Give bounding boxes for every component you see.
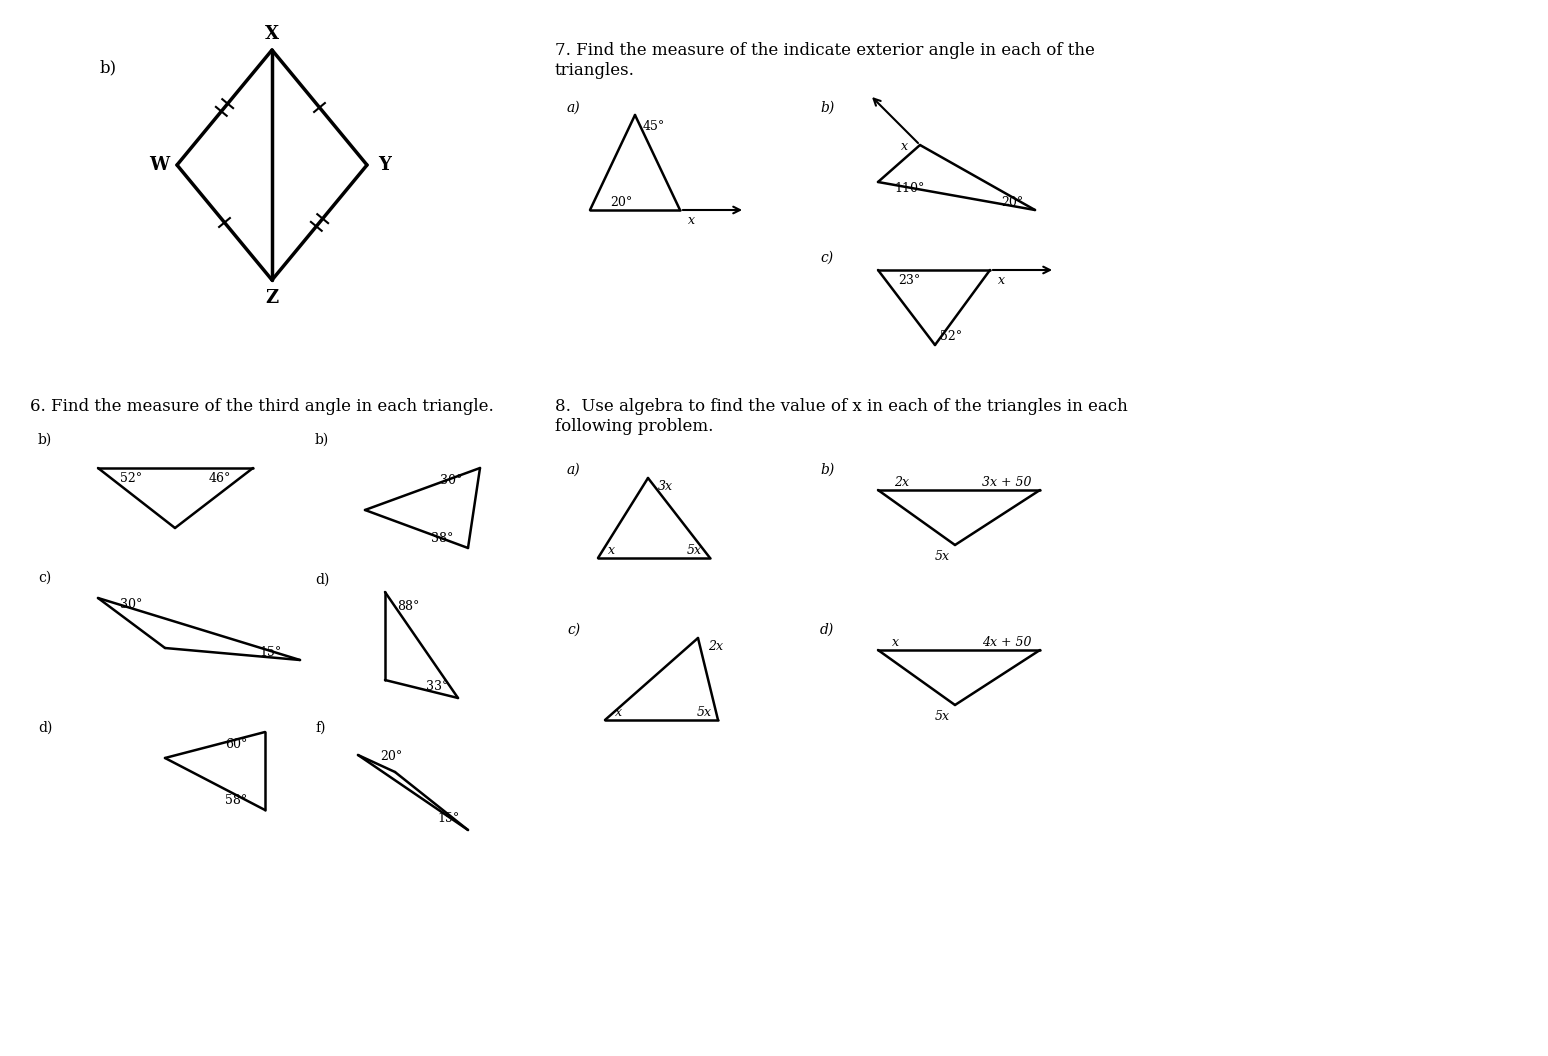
Text: 88°: 88° — [396, 600, 420, 612]
Text: a): a) — [567, 101, 580, 115]
Text: 15°: 15° — [260, 645, 282, 659]
Text: 46°: 46° — [209, 471, 231, 485]
Text: f): f) — [314, 721, 325, 735]
Text: d): d) — [39, 721, 53, 735]
Text: 4x + 50: 4x + 50 — [983, 636, 1033, 648]
Text: x: x — [615, 705, 622, 718]
Text: 2x: 2x — [895, 475, 909, 489]
Text: x: x — [892, 636, 899, 648]
Text: X: X — [265, 25, 279, 43]
Text: Z: Z — [265, 289, 279, 307]
Text: 23°: 23° — [898, 274, 920, 286]
Text: 45°: 45° — [642, 120, 666, 133]
Text: b): b) — [820, 101, 834, 115]
Text: 52°: 52° — [940, 331, 963, 343]
Text: 20°: 20° — [610, 195, 632, 208]
Text: 33°: 33° — [426, 679, 447, 693]
Text: 110°: 110° — [895, 182, 924, 194]
Text: 60°: 60° — [224, 737, 248, 751]
Text: 8.  Use algebra to find the value of x in each of the triangles in each
followin: 8. Use algebra to find the value of x in… — [556, 398, 1128, 435]
Text: x: x — [687, 213, 695, 226]
Text: 3x + 50: 3x + 50 — [983, 475, 1033, 489]
Text: 2x: 2x — [707, 640, 723, 653]
Text: 58°: 58° — [224, 793, 248, 807]
Text: c): c) — [820, 251, 833, 265]
Text: c): c) — [39, 571, 51, 585]
Text: 5x: 5x — [935, 550, 950, 564]
Text: 20°: 20° — [1000, 195, 1023, 208]
Text: 20°: 20° — [379, 751, 402, 763]
Text: 7. Find the measure of the indicate exterior angle in each of the
triangles.: 7. Find the measure of the indicate exte… — [556, 42, 1094, 78]
Text: 15°: 15° — [438, 811, 460, 825]
Text: 5x: 5x — [697, 705, 712, 718]
Text: 6. Find the measure of the third angle in each triangle.: 6. Find the measure of the third angle i… — [29, 398, 494, 415]
Text: W: W — [149, 156, 169, 174]
Text: 30°: 30° — [121, 598, 142, 610]
Text: 3x: 3x — [658, 479, 673, 492]
Text: b): b) — [820, 463, 834, 477]
Text: c): c) — [567, 623, 580, 637]
Text: b): b) — [101, 59, 118, 76]
Text: 30°: 30° — [440, 473, 461, 487]
Text: b): b) — [39, 433, 53, 447]
Text: d): d) — [314, 573, 330, 587]
Text: 5x: 5x — [935, 711, 950, 723]
Text: d): d) — [820, 623, 834, 637]
Text: x: x — [998, 274, 1005, 286]
Text: b): b) — [314, 433, 330, 447]
Text: a): a) — [567, 463, 580, 477]
Text: 5x: 5x — [687, 544, 701, 557]
Text: x: x — [608, 544, 615, 557]
Text: x: x — [901, 140, 909, 153]
Text: 38°: 38° — [430, 531, 454, 545]
Text: 52°: 52° — [121, 471, 142, 485]
Text: Y: Y — [379, 156, 392, 174]
